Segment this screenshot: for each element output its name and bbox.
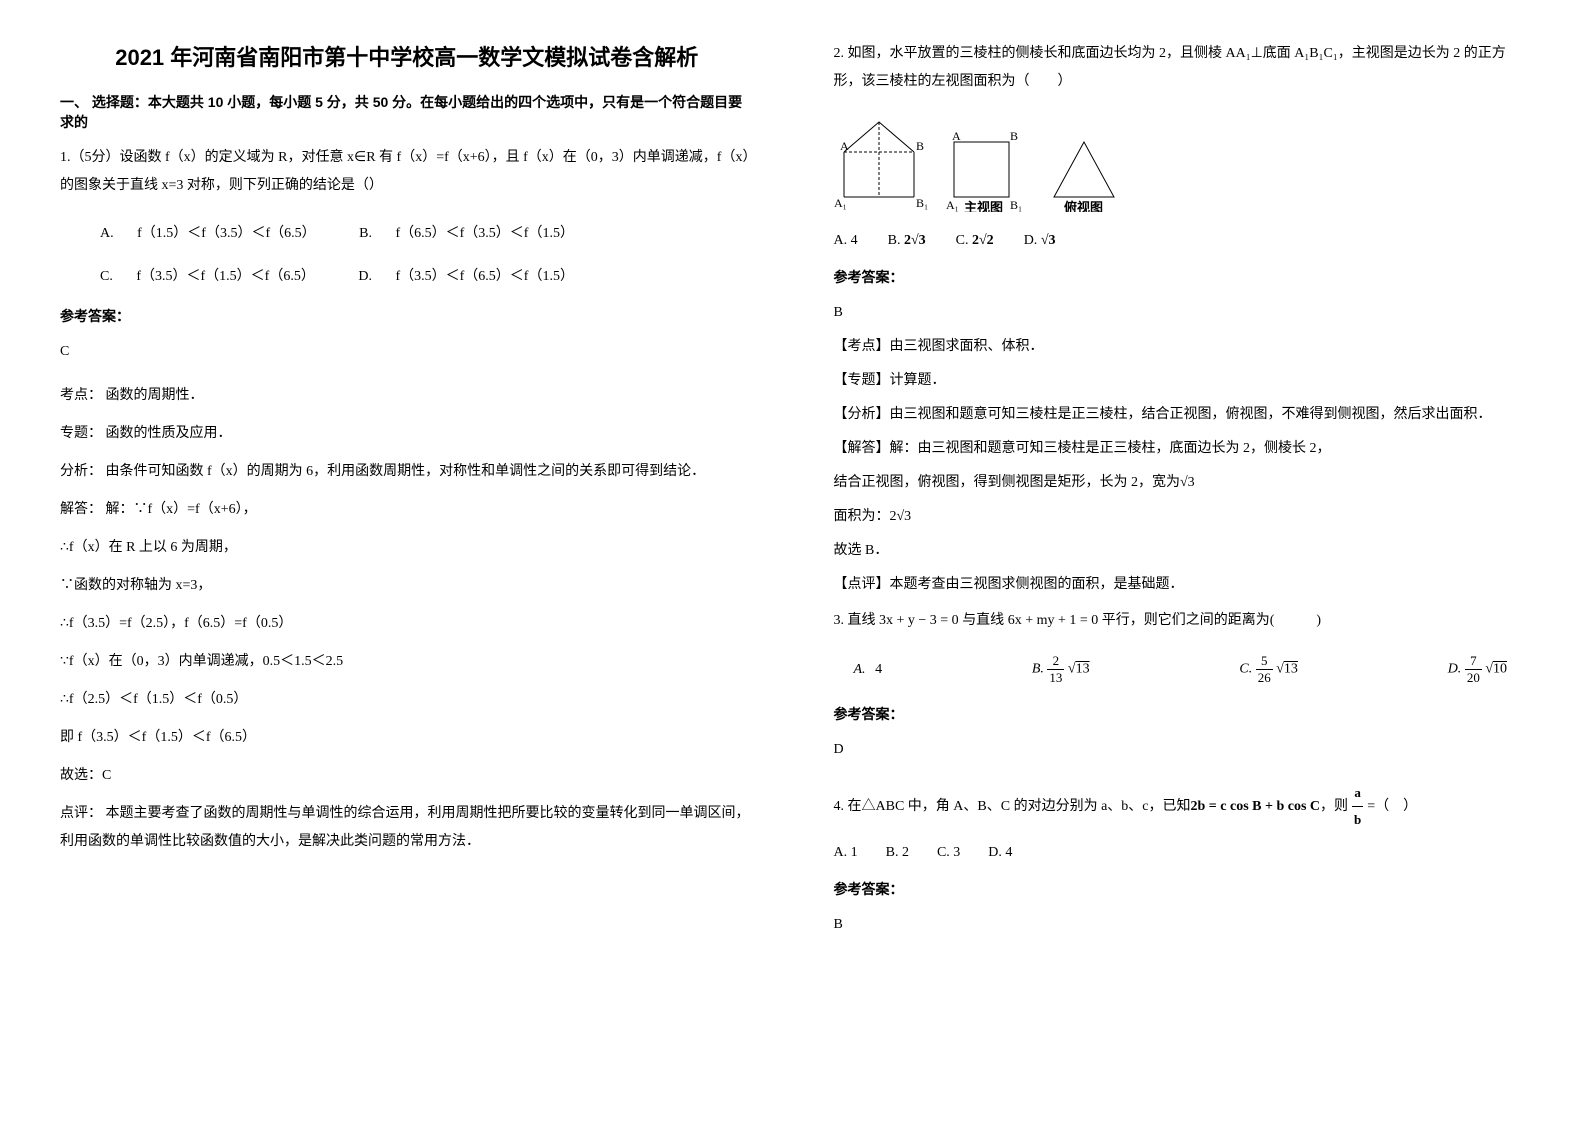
q2-sol-l5: 结合正视图，俯视图，得到侧视图是矩形，长为 2，宽为√3 — [834, 469, 1528, 497]
q1-optB: f（6.5）＜f（3.5）＜f（1.5） — [395, 226, 574, 241]
label-A-mv: A — [952, 129, 961, 143]
q2-options: A. 4 B. 2√3 C. 2√2 D. √3 — [834, 227, 1528, 255]
q2-sol-l3: 【分析】由三视图和题意可知三棱柱是正三棱柱，结合正视图，俯视图，不难得到侧视图，… — [834, 401, 1528, 429]
q4-stem: 4. 在△ABC 中，角 A、B、C 的对边分别为 a、b、c，已知 2b = … — [834, 780, 1528, 833]
q2-sol-l8: 【点评】本题考查由三视图求侧视图的面积，是基础题． — [834, 571, 1528, 599]
q1-row-ab: A. f（1.5）＜f（3.5）＜f（6.5） B. f（6.5）＜f（3.5）… — [100, 216, 754, 251]
label-B1-mv: B₁ — [1010, 198, 1022, 212]
q1-sol-l3: 分析： 由条件可知函数 f（x）的周期为 6，利用函数周期性，对称性和单调性之间… — [60, 458, 754, 486]
q1-sol-l9: ∴f（2.5）＜f（1.5）＜f（0.5） — [60, 686, 754, 714]
q1-sol-l8: ∵f（x）在（0，3）内单调递减，0.5＜1.5＜2.5 — [60, 648, 754, 676]
q1-sol-l11: 故选：C — [60, 762, 754, 790]
q3-optC: C. 526 √13 — [1239, 653, 1298, 686]
q2-optA: A. 4 — [834, 227, 858, 255]
exam-title: 2021 年河南省南阳市第十中学校高一数学文模拟试卷含解析 — [60, 40, 754, 72]
main-view-label: 主视图 — [964, 200, 1003, 212]
q1-optB-label: B. — [359, 226, 372, 241]
label-B1: B₁ — [916, 196, 928, 210]
top-view-label: 俯视图 — [1064, 200, 1103, 212]
q3-stem: 3. 直线 3x + y − 3 = 0 与直线 6x + my + 1 = 0… — [834, 607, 1528, 635]
q3-answer: D — [834, 736, 1528, 764]
q1-sol-l12: 点评： 本题主要考查了函数的周期性与单调性的综合运用，利用周期性把所要比较的变量… — [60, 800, 754, 856]
q1-sol-l1: 考点： 函数的周期性． — [60, 382, 754, 410]
q1-sol-l7: ∴f（3.5）=f（2.5），f（6.5）=f（0.5） — [60, 610, 754, 638]
q1-optC: f（3.5）＜f（1.5）＜f（6.5） — [136, 269, 315, 284]
q1-answer-label: 参考答案： — [60, 306, 754, 326]
label-A1: A₁ — [834, 196, 847, 210]
q1-optD: f（3.5）＜f（6.5）＜f（1.5） — [395, 269, 574, 284]
q1-optA-label: A. — [100, 226, 114, 241]
q1-sol-l2: 专题： 函数的性质及应用． — [60, 420, 754, 448]
q2-sol-l4: 【解答】解：由三视图和题意可知三棱柱是正三棱柱，底面边长为 2，侧棱长 2， — [834, 435, 1528, 463]
q2-answer: B — [834, 299, 1528, 327]
q1-sol-l5: ∴f（x）在 R 上以 6 为周期， — [60, 534, 754, 562]
q2-stem: 2. 如图，水平放置的三棱柱的侧棱长和底面边长均为 2，且侧棱 AA₁⊥底面 A… — [834, 40, 1528, 96]
q1-sol-l4: 解答： 解：∵f（x）=f（x+6）， — [60, 496, 754, 524]
q1-optD-label: D. — [358, 269, 372, 284]
label-A1-mv: A₁ — [946, 198, 959, 212]
q1-row-cd: C. f（3.5）＜f（1.5）＜f（6.5） D. f（3.5）＜f（6.5）… — [100, 259, 754, 294]
q4-answer: B — [834, 911, 1528, 939]
q2-optD: D. √3 — [1024, 227, 1056, 255]
q4-options: A. 1 B. 2 C. 3 D. 4 — [834, 839, 1528, 867]
q4-answer-label: 参考答案： — [834, 879, 1528, 899]
q1-options: A. f（1.5）＜f（3.5）＜f（6.5） B. f（6.5）＜f（3.5）… — [60, 216, 754, 294]
q3-answer-label: 参考答案： — [834, 704, 1528, 724]
q1-sol-l10: 即 f（3.5）＜f（1.5）＜f（6.5） — [60, 724, 754, 752]
section-1-header: 一、 选择题：本大题共 10 小题，每小题 5 分，共 50 分。在每小题给出的… — [60, 92, 754, 132]
label-B-mv: B — [1010, 129, 1018, 143]
right-column: 2. 如图，水平放置的三棱柱的侧棱长和底面边长均为 2，且侧棱 AA₁⊥底面 A… — [834, 40, 1528, 945]
q3-optA: A. 4 — [854, 662, 883, 678]
q1-stem: 1.（5分）设函数 f（x）的定义域为 R，对任意 x∈R 有 f（x）=f（x… — [60, 144, 754, 200]
q2-optC: C. 2√2 — [956, 227, 994, 255]
label-B: B — [916, 139, 924, 153]
q2-answer-label: 参考答案： — [834, 267, 1528, 287]
q2-diagram: A B A₁ B₁ A B A₁ B₁ 主视图 俯视图 — [834, 112, 1528, 217]
q2-optB: B. 2√3 — [888, 227, 926, 255]
q1-optA: f（1.5）＜f（3.5）＜f（6.5） — [137, 226, 316, 241]
label-A: A — [840, 139, 849, 153]
q1-sol-l6: ∵函数的对称轴为 x=3， — [60, 572, 754, 600]
q2-sol-l6: 面积为：2√3 — [834, 503, 1528, 531]
q1-answer: C — [60, 338, 754, 366]
q3-optD: D. 720 √10 — [1448, 653, 1507, 686]
q2-sol-l7: 故选 B． — [834, 537, 1528, 565]
left-column: 2021 年河南省南阳市第十中学校高一数学文模拟试卷含解析 一、 选择题：本大题… — [60, 40, 754, 945]
q2-sol-l2: 【专题】计算题． — [834, 367, 1528, 395]
q1-optC-label: C. — [100, 269, 113, 284]
q3-optB: B. 213 √13 — [1032, 653, 1090, 686]
q3-options: A. 4 B. 213 √13 C. 526 √13 D. 720 √10 — [834, 653, 1528, 686]
q2-sol-l1: 【考点】由三视图求面积、体积． — [834, 333, 1528, 361]
